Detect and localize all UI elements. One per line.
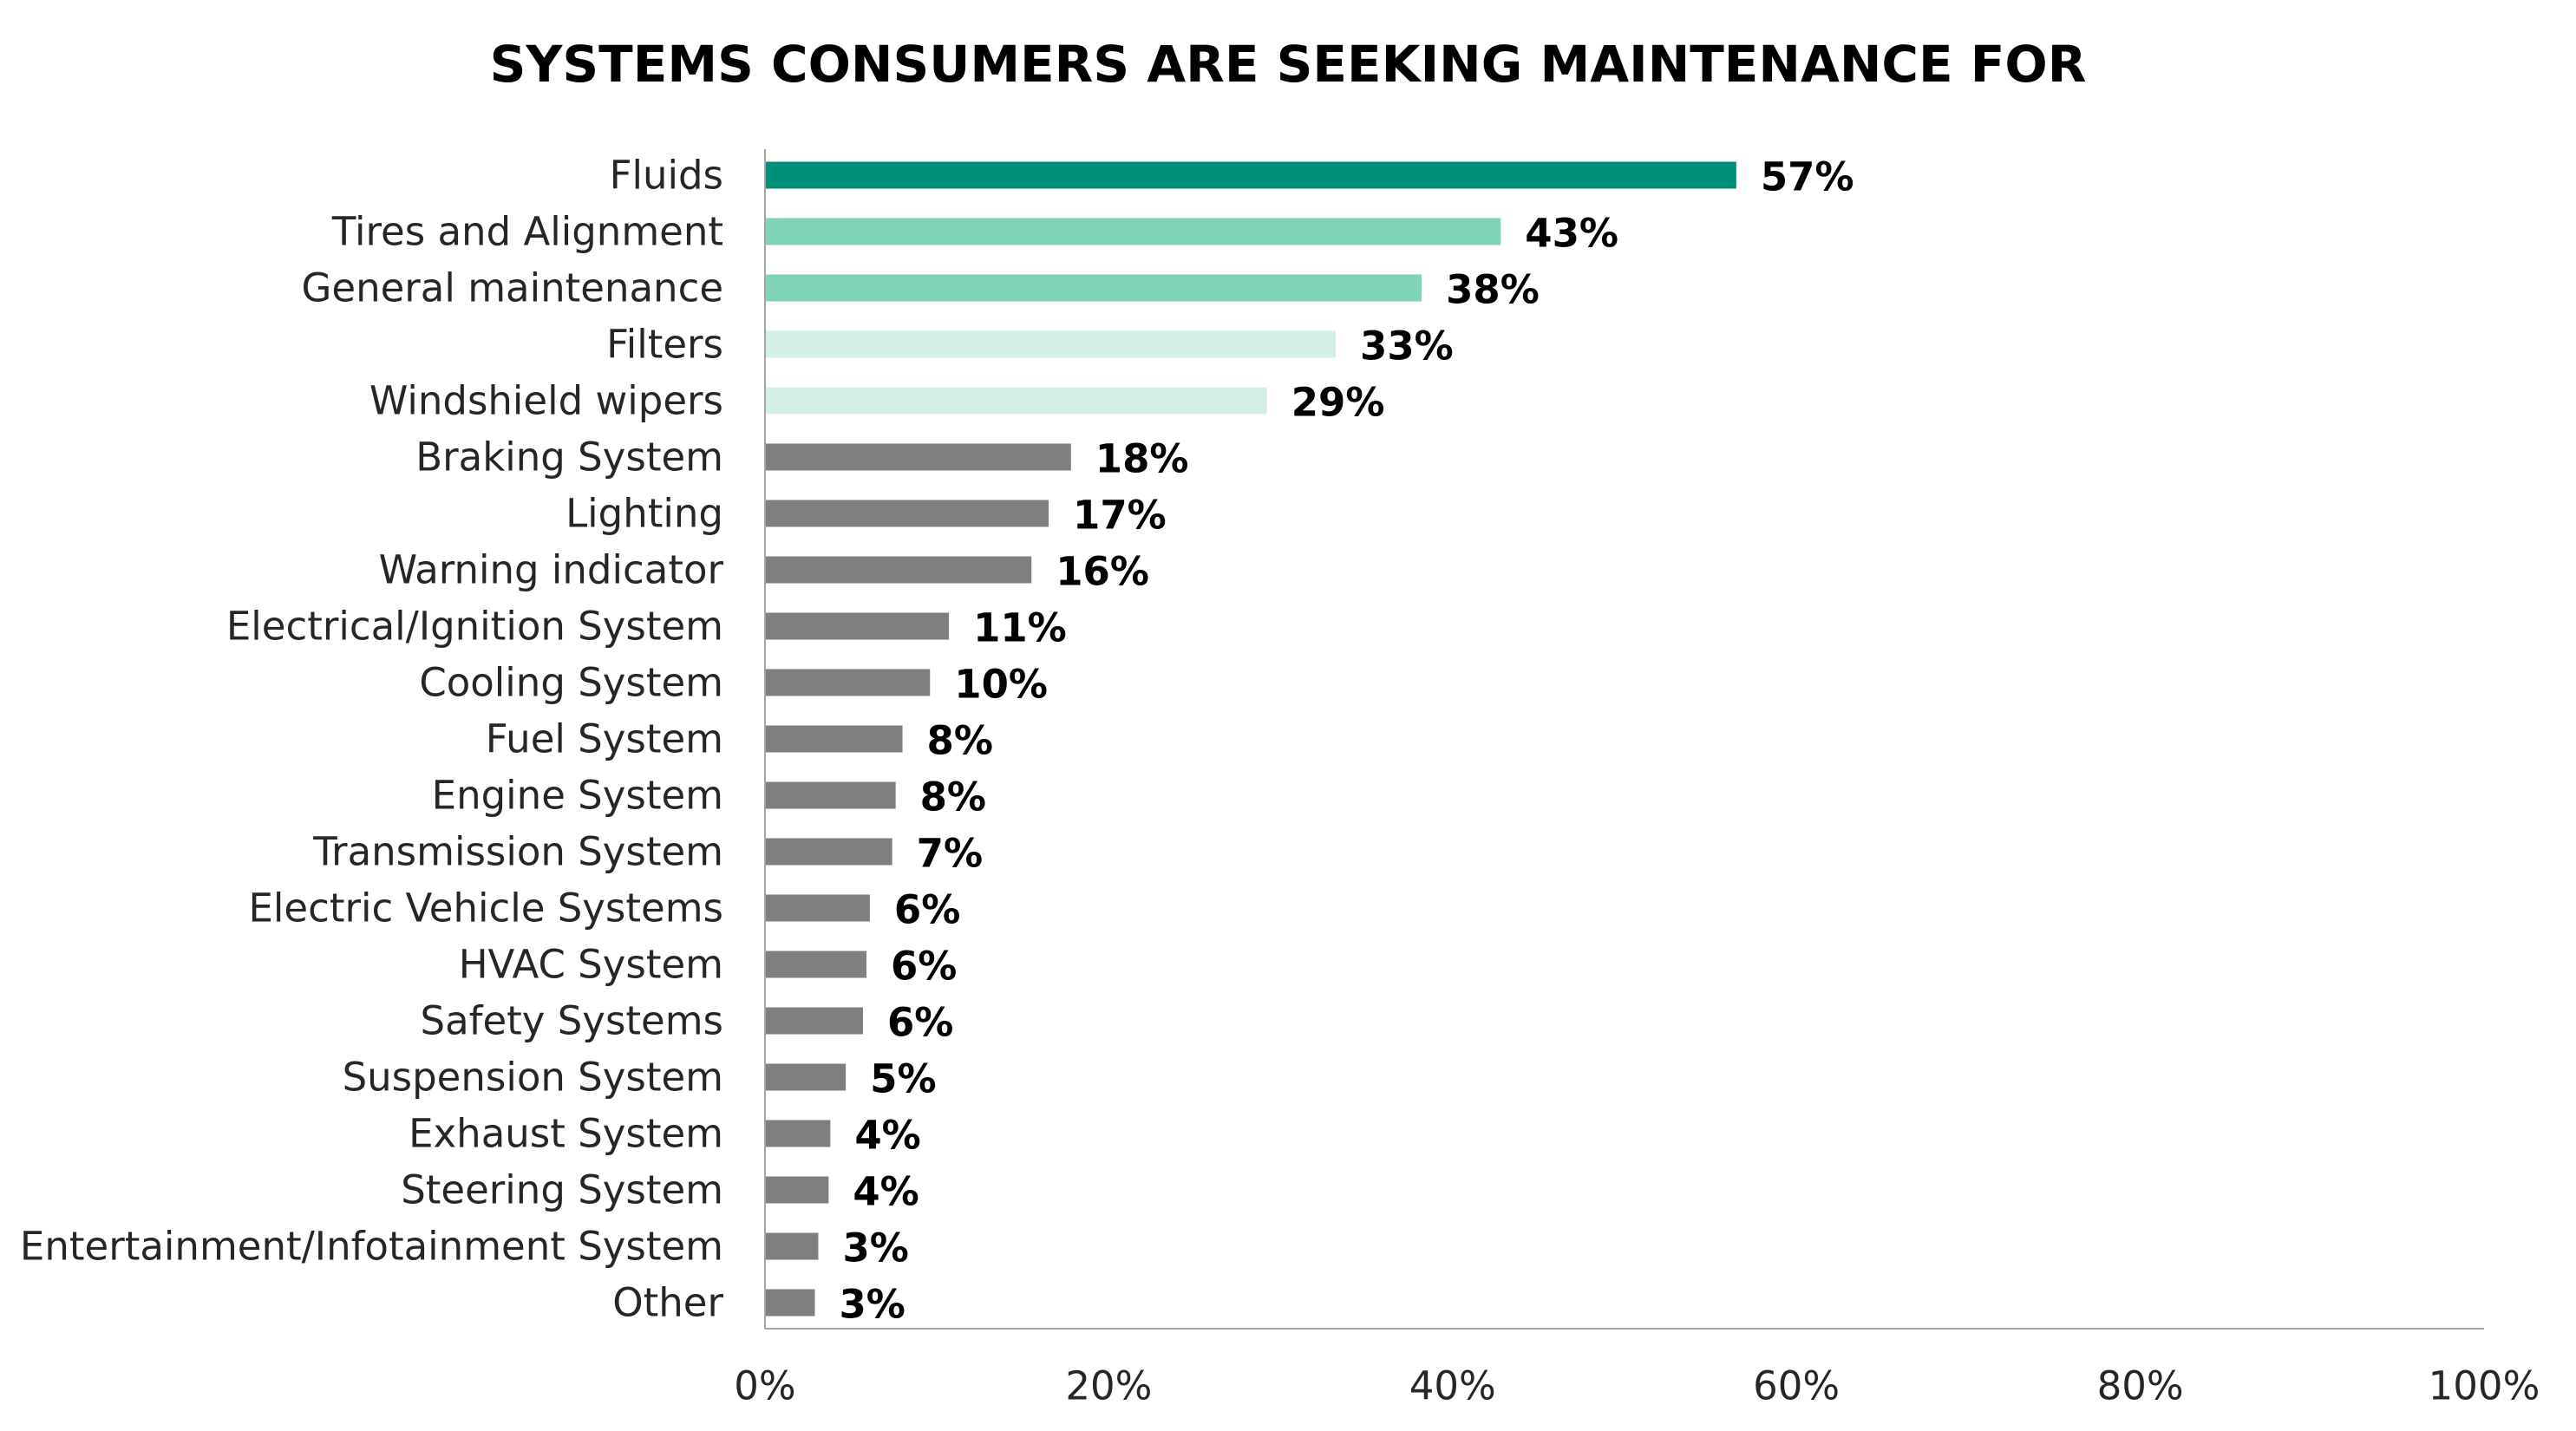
value-label: 43%	[1525, 211, 1618, 257]
category-label: Engine System	[432, 773, 723, 819]
bar-6	[766, 500, 1049, 527]
value-label: 5%	[870, 1056, 936, 1102]
value-label: 33%	[1360, 323, 1454, 369]
category-label: Entertainment/Infotainment System	[20, 1224, 723, 1270]
category-label: Windshield wipers	[369, 378, 723, 424]
category-label: Other	[612, 1280, 723, 1326]
value-label: 8%	[920, 774, 986, 820]
bar-10	[766, 725, 903, 753]
value-labels: 57% 43% 38% 33% 29% 18% 17% 16% 11% 10% 8% 8% 7% 6% 6%…	[839, 154, 1854, 1328]
value-label: 38%	[1446, 267, 1540, 313]
bar-1	[766, 218, 1501, 245]
category-label: Braking System	[415, 435, 723, 480]
value-label: 3%	[842, 1225, 908, 1271]
x-tick-label: 40%	[1409, 1363, 1496, 1409]
category-label: General maintenance	[302, 265, 723, 311]
bar-12	[766, 838, 892, 866]
category-label: HVAC System	[459, 942, 723, 988]
x-tick-label: 80%	[2097, 1363, 2184, 1409]
value-label: 29%	[1291, 380, 1385, 426]
value-label: 10%	[954, 662, 1048, 708]
bars-layer	[766, 161, 1736, 1317]
x-tick-label: 20%	[1065, 1363, 1152, 1409]
bar-20	[766, 1289, 815, 1317]
category-label: Warning indicator	[379, 547, 724, 593]
value-label: 7%	[917, 831, 983, 877]
category-label: Filters	[606, 322, 723, 368]
bar-15	[766, 1007, 863, 1035]
bar-8	[766, 612, 950, 640]
category-label: Exhaust System	[409, 1111, 723, 1157]
chart-title: SYSTEMS CONSUMERS ARE SEEKING MAINTENANC…	[489, 35, 2087, 94]
value-label: 8%	[927, 718, 993, 764]
value-label: 4%	[853, 1169, 919, 1215]
bar-18	[766, 1176, 829, 1204]
value-label: 11%	[973, 605, 1067, 651]
value-label: 17%	[1073, 493, 1167, 539]
bar-0	[766, 161, 1736, 189]
bar-5	[766, 443, 1071, 471]
bar-13	[766, 894, 870, 922]
bar-11	[766, 781, 896, 809]
category-label: Tires and Alignment	[331, 209, 723, 255]
category-label: Electric Vehicle Systems	[248, 885, 723, 931]
value-label: 4%	[854, 1113, 920, 1159]
x-tick-labels: 0% 20% 40% 60% 80% 100%	[734, 1363, 2540, 1409]
value-label: 18%	[1095, 436, 1189, 482]
value-label: 16%	[1056, 549, 1149, 595]
category-label: Fluids	[610, 153, 723, 199]
bar-2	[766, 274, 1422, 302]
x-tick-label: 100%	[2429, 1363, 2540, 1409]
category-label: Safety Systems	[421, 998, 724, 1044]
bar-16	[766, 1063, 847, 1091]
category-labels: Fluids Tires and Alignment General mainten…	[20, 153, 724, 1326]
bar-19	[766, 1232, 819, 1260]
bar-14	[766, 951, 866, 978]
bar-4	[766, 387, 1267, 415]
value-label: 6%	[891, 944, 957, 990]
category-label: Fuel System	[486, 716, 723, 762]
value-label: 57%	[1761, 154, 1854, 200]
bar-17	[766, 1120, 831, 1147]
x-tick-label: 0%	[734, 1363, 795, 1409]
value-label: 6%	[894, 887, 960, 933]
x-tick-label: 60%	[1753, 1363, 1840, 1409]
bar-7	[766, 556, 1032, 584]
category-label: Transmission System	[312, 829, 723, 875]
category-label: Cooling System	[419, 660, 723, 706]
category-label: Suspension System	[343, 1055, 723, 1101]
value-label: 3%	[839, 1282, 905, 1328]
bar-3	[766, 330, 1337, 358]
category-label: Electrical/Ignition System	[226, 604, 723, 650]
category-label: Steering System	[401, 1167, 723, 1213]
value-label: 6%	[887, 1000, 953, 1046]
category-label: Lighting	[566, 491, 723, 537]
bar-9	[766, 669, 931, 696]
